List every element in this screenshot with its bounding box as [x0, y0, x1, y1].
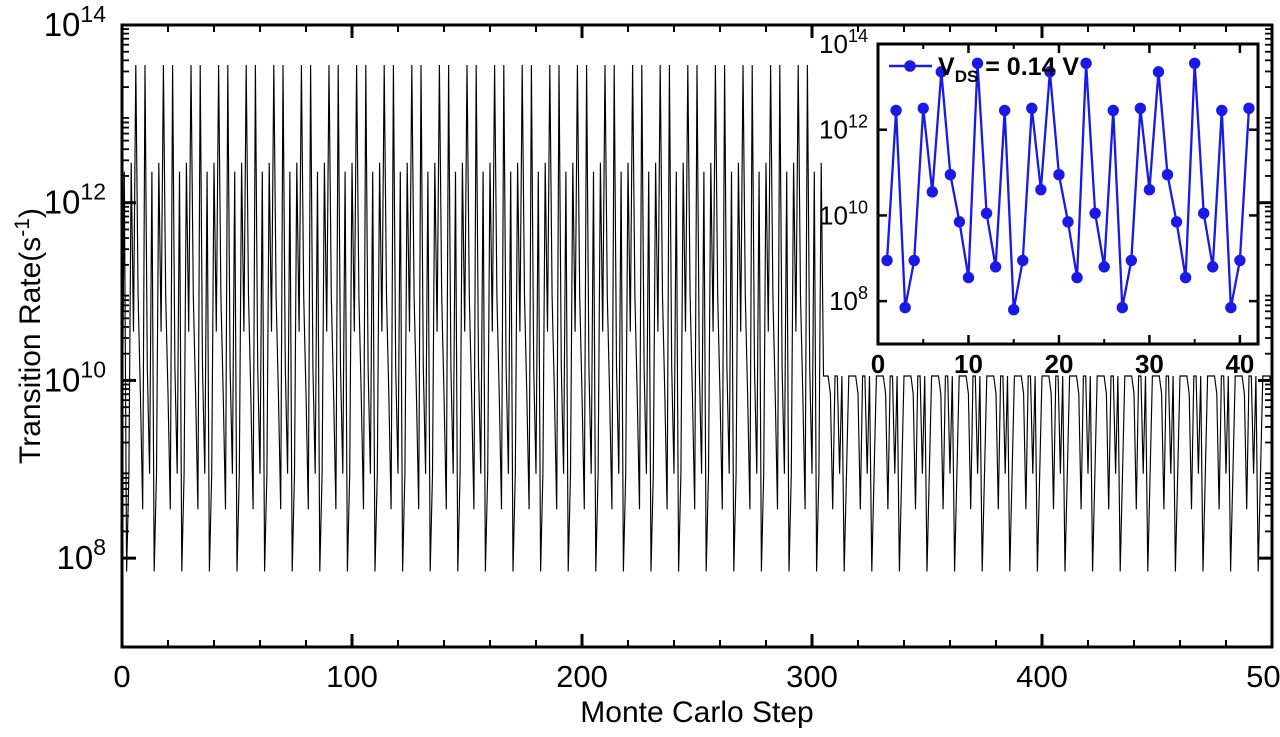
inset-data-point	[926, 186, 938, 198]
inset-data-point	[1062, 216, 1074, 228]
inset-data-point	[1152, 66, 1165, 78]
inset-data-point	[980, 207, 993, 219]
main-axes-frame	[120, 23, 1274, 649]
main-x-tick-labels: 0 100 200 300 400 500	[113, 659, 1280, 694]
svg-text:Transition Rate(s-1): Transition Rate(s-1)	[11, 208, 47, 464]
inset-data-point	[998, 104, 1011, 117]
inset-x-tick-label: 20	[1044, 349, 1073, 379]
inset-data-point	[1216, 104, 1228, 117]
inset-data-point	[1143, 184, 1156, 196]
main-axis-ticks	[120, 25, 1274, 647]
inset-data-point	[917, 102, 929, 114]
main-y-tick-labels: 108 1010 1012 1014	[44, 1, 107, 576]
y-tick-label: 1010	[44, 356, 106, 398]
main-data-trace	[122, 64, 1272, 572]
legend-label: VDS = 0.14 V	[938, 53, 1079, 86]
inset-data-point	[962, 271, 975, 284]
inset-data-point	[1179, 271, 1192, 284]
inset-data-point	[1170, 216, 1183, 228]
inset-data-markers	[881, 57, 1255, 316]
x-axis-title: Monte Carlo Step	[580, 696, 813, 729]
inset-data-point	[1234, 254, 1246, 267]
inset-data-point	[1071, 271, 1083, 284]
inset-data-point	[1107, 104, 1119, 117]
y-axis-title: Transition Rate(s-1)	[11, 208, 47, 464]
inset-x-tick-label: 0	[871, 349, 885, 379]
inset-data-point	[1053, 169, 1065, 181]
inset-data-point	[1198, 207, 1210, 219]
inset-y-tick-label: 1012	[819, 112, 868, 145]
inset-data-point	[908, 254, 920, 267]
y-tick-label: 1012	[44, 179, 106, 221]
inset-data-point	[989, 261, 1002, 273]
y-tick-label: 108	[56, 534, 106, 576]
inset-data-point	[1008, 304, 1020, 316]
inset-series-group	[881, 57, 1255, 316]
x-tick-label: 0	[113, 659, 130, 694]
legend-label-subscript: DS	[955, 67, 979, 86]
y-axis-title-exponent: -1	[11, 218, 34, 237]
inset-data-point	[1243, 102, 1255, 114]
inset-data-point	[1207, 261, 1219, 273]
inset-data-point	[1089, 207, 1101, 219]
inset-y-tick-labels: 108 1010 1012 1014	[819, 26, 868, 316]
inset-data-point	[1188, 57, 1201, 69]
inset-y-tick-label: 1014	[819, 26, 868, 59]
inset-data-point	[1044, 66, 1056, 78]
inset-x-tick-label: 30	[1135, 349, 1164, 379]
inset-data-point	[881, 254, 893, 267]
legend-marker-icon	[904, 60, 916, 72]
main-series-group	[122, 64, 1272, 572]
x-tick-label: 200	[556, 659, 608, 694]
inset-axes-frame	[876, 42, 1260, 346]
inset-data-point	[890, 104, 902, 117]
x-tick-label: 400	[1016, 659, 1068, 694]
inset-legend: VDS = 0.14 V	[889, 53, 1079, 86]
legend-label-suffix: = 0.14 V	[978, 53, 1079, 81]
inset-y-tick-label: 1010	[819, 197, 868, 230]
inset-data-point	[1225, 301, 1237, 314]
inset-data-point	[1026, 102, 1038, 114]
inset-background	[878, 44, 1258, 344]
inset-data-point	[1134, 102, 1147, 114]
inset-data-point	[1116, 301, 1128, 314]
inset-data-point	[971, 57, 984, 69]
x-tick-label: 100	[326, 659, 378, 694]
x-tick-label: 300	[786, 659, 838, 694]
inset-data-point	[1161, 169, 1174, 181]
inset-data-point	[1017, 254, 1029, 267]
inset-x-tick-label: 10	[954, 349, 983, 379]
inset-x-tick-label: 40	[1225, 349, 1254, 379]
inset-data-point	[953, 216, 966, 228]
inset-data-point	[1080, 57, 1092, 69]
legend-label-prefix: V	[938, 53, 955, 81]
inset-data-point	[944, 169, 957, 181]
inset-x-tick-labels: 0 10 20 30 40	[871, 349, 1255, 379]
inset-y-tick-label: 108	[829, 283, 868, 316]
y-tick-label: 1014	[44, 1, 107, 43]
x-tick-label: 500	[1246, 659, 1280, 694]
y-axis-title-tail: )	[14, 208, 47, 218]
inset-data-point	[899, 301, 911, 314]
inset-data-point	[935, 66, 948, 78]
y-axis-title-main: Transition Rate(s	[14, 237, 47, 464]
inset-data-point	[1035, 184, 1047, 196]
inset-data-point	[1098, 261, 1110, 273]
inset-data-point	[1125, 254, 1138, 267]
inset-axis-ticks	[876, 44, 1258, 344]
